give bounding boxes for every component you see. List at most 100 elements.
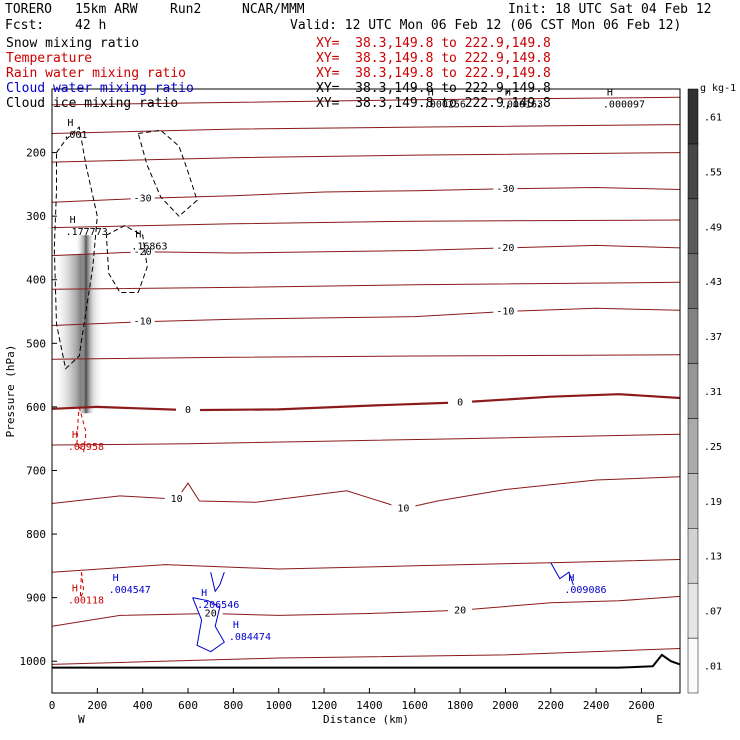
high-marker-1: H bbox=[70, 215, 76, 226]
cloud-water-contour-1 bbox=[210, 572, 225, 593]
high-marker-11: H bbox=[607, 88, 613, 99]
high-value-10: .000163 bbox=[501, 100, 543, 111]
plot-frame bbox=[51, 88, 681, 694]
ground-line bbox=[52, 653, 681, 669]
high-value-11: .000097 bbox=[603, 100, 645, 111]
temp-label-0-1: 0 bbox=[457, 397, 463, 408]
y-tick-800: 800 bbox=[26, 528, 46, 541]
y-tick-300: 300 bbox=[26, 210, 46, 223]
field-snow-xy: XY= 38.3,149.8 to 222.9,149.8 bbox=[316, 36, 551, 51]
colorbar-segment-4 bbox=[687, 418, 699, 474]
x-tick-1800: 1800 bbox=[447, 699, 474, 712]
header-fcst-label: Fcst: bbox=[5, 18, 45, 33]
colorbar-segment-10 bbox=[687, 88, 699, 145]
colorbar-tick-1: .07 bbox=[704, 607, 722, 618]
y-axis-label: Pressure (hPa) bbox=[4, 345, 17, 438]
header-init: Init: 18 UTC Sat 04 Feb 12 bbox=[508, 2, 712, 17]
temp-label--30-0: -30 bbox=[134, 193, 152, 204]
temp-contour-10 bbox=[51, 476, 681, 510]
cloud-water-contours bbox=[192, 562, 574, 653]
rain-contour-0 bbox=[76, 406, 87, 453]
ice-contour-1 bbox=[105, 225, 148, 293]
cloud-water-contour-0 bbox=[192, 597, 225, 653]
colorbar-tick-4: .25 bbox=[704, 442, 722, 453]
high-value-9: .000256 bbox=[424, 100, 466, 111]
field-temperature-xy: XY= 38.3,149.8 to 222.9,149.8 bbox=[316, 51, 551, 66]
field-rain-xy: XY= 38.3,149.8 to 222.9,149.8 bbox=[316, 66, 551, 81]
x-tick-1600: 1600 bbox=[401, 699, 428, 712]
y-tick-700: 700 bbox=[26, 464, 46, 477]
high-marker-0: H bbox=[67, 118, 73, 129]
cloud-ice-contours bbox=[53, 126, 198, 598]
high-marker-10: H bbox=[505, 88, 511, 99]
high-value-0: .001 bbox=[63, 130, 87, 141]
left-endpoint-label: W bbox=[78, 713, 85, 726]
field-cloud-ice-xy: XY= 38.3,149.8 to 222.9,149.8 bbox=[316, 96, 551, 111]
high-marker-3: H bbox=[72, 430, 78, 441]
field-cloud-water: Cloud water mixing ratio bbox=[6, 81, 194, 96]
y-tick-500: 500 bbox=[26, 337, 46, 350]
field-temperature: Temperature bbox=[6, 51, 93, 66]
high-marker-5: H bbox=[113, 573, 119, 584]
temp-contour--10 bbox=[51, 307, 681, 326]
x-axis-label: Distance (km) bbox=[323, 713, 409, 726]
x-tick-1400: 1400 bbox=[356, 699, 383, 712]
colorbar-tick-3: .19 bbox=[704, 497, 722, 508]
temp-contour--20 bbox=[51, 244, 681, 257]
x-tick-2600: 2600 bbox=[628, 699, 655, 712]
x-tick-0: 0 bbox=[49, 699, 56, 712]
colorbar-segment-6 bbox=[687, 308, 699, 364]
axes: 0 200 400 600 800 1000 1200 1400 1600 1800 2000 220… bbox=[4, 147, 663, 726]
colorbar-tick-10: .61 bbox=[704, 112, 722, 123]
temp-contour-20 bbox=[51, 595, 681, 627]
y-tick-200: 200 bbox=[26, 147, 46, 160]
temp-label-20-0: 20 bbox=[205, 609, 217, 620]
contour-line-8 bbox=[51, 648, 681, 665]
colorbar-tick-8: .49 bbox=[704, 222, 722, 233]
temp-label-0-0: 0 bbox=[185, 405, 191, 416]
contour-line-2 bbox=[51, 152, 681, 163]
x-tick-600: 600 bbox=[178, 699, 198, 712]
colorbar-tick-9: .55 bbox=[704, 167, 722, 178]
high-value-5: .004547 bbox=[109, 585, 151, 596]
x-tick-1000: 1000 bbox=[265, 699, 292, 712]
high-marker-9: H bbox=[428, 88, 434, 99]
high-value-6: .206546 bbox=[197, 600, 239, 611]
temp-label--10-1: -10 bbox=[496, 307, 514, 318]
colorbar-segment-7 bbox=[687, 253, 699, 309]
header-fcst-value: 42 h bbox=[75, 18, 107, 33]
high-value-8: .009086 bbox=[564, 585, 606, 596]
y-tick-400: 400 bbox=[26, 274, 46, 287]
cloud-water-contour-2 bbox=[550, 562, 574, 586]
colorbar-segment-3 bbox=[687, 473, 699, 529]
y-tick-900: 900 bbox=[26, 592, 46, 605]
x-tick-2000: 2000 bbox=[492, 699, 519, 712]
field-cloud-ice: Cloud ice mixing ratio bbox=[6, 96, 179, 111]
field-rain: Rain water mixing ratio bbox=[6, 66, 187, 81]
colorbar-segment-1 bbox=[687, 582, 699, 639]
colorbar-segment-0 bbox=[687, 637, 699, 694]
temp-label--20-1: -20 bbox=[496, 243, 514, 254]
temp-label-20-1: 20 bbox=[454, 605, 466, 616]
colorbar-tick-7: .43 bbox=[704, 277, 722, 288]
x-tick-2200: 2200 bbox=[538, 699, 565, 712]
temp-contour-0 bbox=[51, 393, 681, 412]
contour-line-7 bbox=[51, 559, 681, 573]
header-valid: Valid: 12 UTC Mon 06 Feb 12 (06 CST Mon … bbox=[290, 18, 682, 33]
high-value-3: .00958 bbox=[68, 442, 104, 453]
right-endpoint-label: E bbox=[656, 713, 663, 726]
high-value-7: .084474 bbox=[229, 632, 271, 643]
high-marker-2: H bbox=[135, 229, 141, 240]
colorbar-segment-5 bbox=[687, 363, 699, 419]
y-tick-600: 600 bbox=[26, 401, 46, 414]
high-marker-4: H bbox=[72, 584, 78, 595]
high-marker-6: H bbox=[201, 588, 207, 599]
rain-contour-1 bbox=[79, 572, 85, 598]
contour-line-3 bbox=[51, 219, 681, 229]
colorbar: .01 .07 .13 .19 .25 .31 .37 .43 .49 .55 .61 g kg-1 bbox=[687, 83, 736, 694]
ice-contour-2 bbox=[137, 129, 198, 217]
colorbar-segment-8 bbox=[687, 198, 699, 254]
x-tick-1200: 1200 bbox=[311, 699, 338, 712]
temp-label-10-0: 10 bbox=[171, 494, 183, 505]
